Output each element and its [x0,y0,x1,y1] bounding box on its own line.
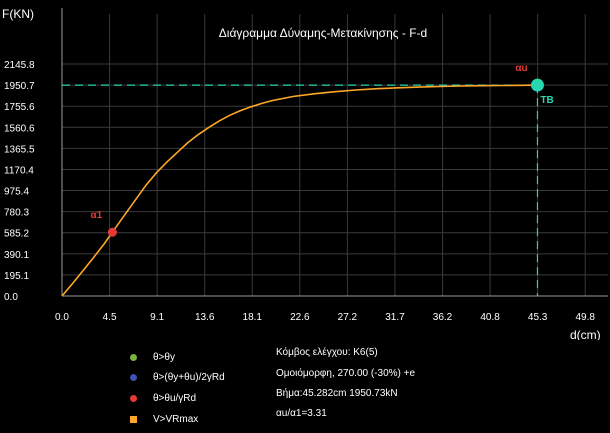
grid [62,14,608,296]
legend-item: θ>θu/γRd [130,391,196,405]
force-displacement-chart: Διάγραμμα Δύναμης-Μετακίνησης - F-d F(KN… [2,7,608,340]
y-tick-label: 1950.7 [4,81,35,92]
x-tick-label: 4.5 [103,312,117,323]
legend-swatch [130,353,137,361]
overstrength-ratio-text: αu/α1=3.31 [276,408,327,419]
legend-label: V>VRmax [153,413,199,425]
y-axis-label: F(KN) [2,7,34,21]
control-node-text: Κόμβος ελέγχου: K6(5) [276,347,378,358]
chart-labels: Διάγραμμα Δύναμης-Μετακίνησης - F-d F(KN… [2,7,601,340]
x-axis-label: d(cm) [570,328,601,340]
legend-item: V>VRmax [130,412,198,426]
y-tick-label: 780.3 [4,208,29,219]
legend-item: θ>(θy+θu)/2γRd [130,370,225,384]
axes [61,8,608,297]
y-tick-label: 0.0 [4,292,18,303]
legend-label: θ>θu/γRd [153,392,197,404]
x-tick-label: 40.8 [480,312,500,323]
step-text: Βήμα:45.282cm 1950.73kN [276,388,398,399]
legend-swatch [130,394,137,402]
capacity-curve [61,84,538,297]
x-tick-label: 18.1 [243,312,263,323]
x-tick-label: 0.0 [55,312,69,323]
legend-swatch [130,373,137,381]
y-tick-label: 1755.6 [4,102,35,113]
legend-label: θ>(θy+θu)/2γRd [153,371,225,383]
x-tick-label: 27.2 [338,312,358,323]
x-tick-label: 22.6 [290,312,310,323]
capacity-curve-line [61,84,538,297]
x-tick-label: 31.7 [385,312,405,323]
x-tick-label: 9.1 [150,312,164,323]
y-tick-label: 2145.8 [4,60,35,71]
x-tick-label: 49.8 [575,312,595,323]
tb-annotation: TB [540,95,553,106]
curve-marker [107,227,117,237]
y-tick-label: 585.2 [4,229,29,240]
load-pattern-text: Ομοιόμορφη, 270.00 (-30%) +e [276,368,416,379]
x-tick-label: 45.3 [528,312,548,323]
y-tick-label: 195.1 [4,271,29,282]
legend-item: θ>θy [130,350,175,364]
legend-swatch [130,415,137,423]
curve-marker [530,78,544,92]
y-tick-label: 975.4 [4,187,29,198]
y-tick-label: 1560.6 [4,123,35,134]
y-tick-label: 1365.5 [4,144,35,155]
chart-title: Διάγραμμα Δύναμης-Μετακίνησης - F-d [219,26,427,40]
markers [107,78,544,237]
x-tick-label: 13.6 [195,312,215,323]
y-tick-label: 1170.4 [4,165,34,176]
reference-lines [62,84,539,296]
marker-label: αu [515,63,527,74]
legend-label: θ>θy [153,351,175,363]
marker-label: α1 [91,210,103,221]
y-tick-label: 390.1 [4,250,29,261]
x-tick-label: 36.2 [433,312,453,323]
